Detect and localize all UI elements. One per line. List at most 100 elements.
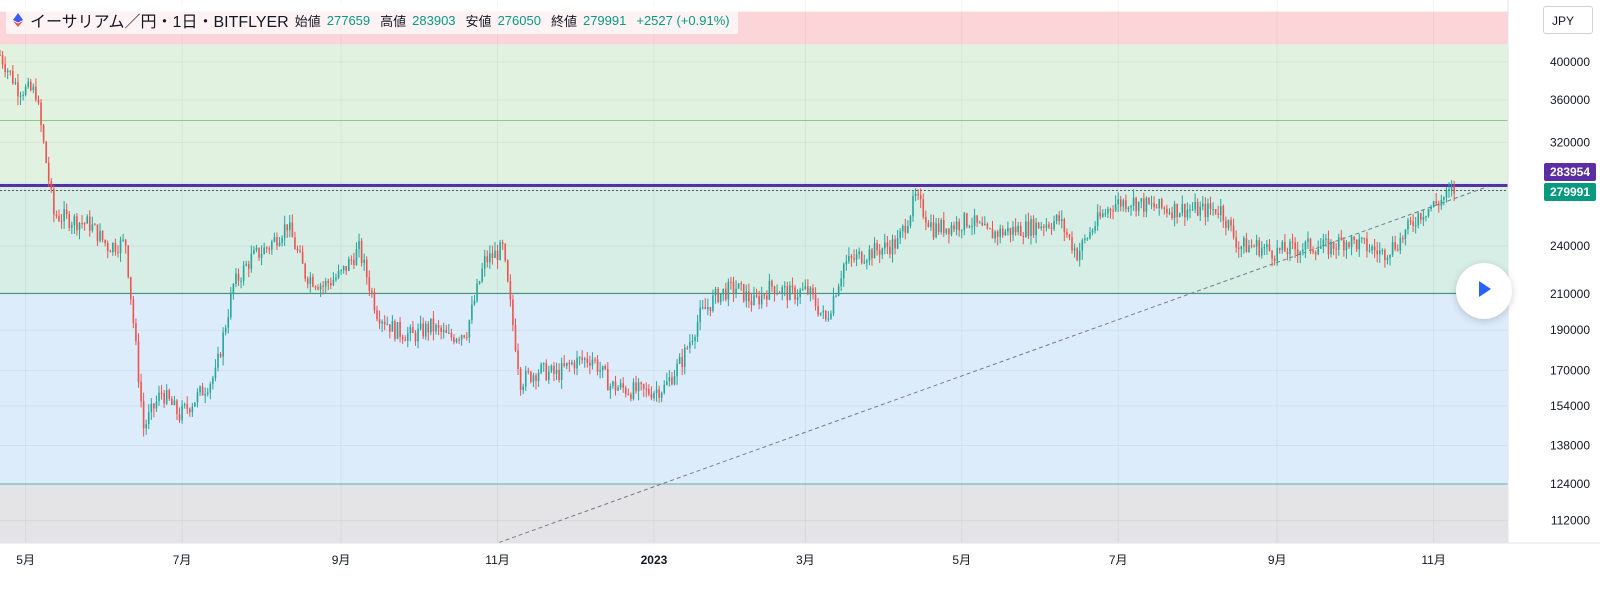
candle-body bbox=[773, 286, 776, 295]
candle-body bbox=[471, 304, 473, 321]
candle-body bbox=[763, 294, 766, 296]
candle-body bbox=[1263, 246, 1266, 249]
candle-body bbox=[276, 236, 278, 246]
candle-body bbox=[376, 310, 378, 320]
symbol-title[interactable]: イーサリアム／円・1日・BITFLYER bbox=[30, 14, 289, 31]
candle-body bbox=[576, 357, 578, 369]
candle-body bbox=[158, 392, 160, 402]
candle-body bbox=[1266, 244, 1268, 247]
low-label: 安値 bbox=[465, 13, 492, 29]
candle-body bbox=[227, 317, 230, 328]
zone-band bbox=[0, 484, 1508, 543]
candle-body bbox=[432, 318, 435, 332]
candle-body bbox=[909, 216, 912, 226]
candle-body bbox=[419, 323, 422, 329]
candle-body bbox=[671, 377, 673, 385]
candle-body bbox=[832, 296, 835, 314]
candle-body bbox=[925, 216, 927, 223]
candle-body bbox=[242, 265, 245, 281]
candle-body bbox=[186, 404, 189, 409]
candle-body bbox=[1101, 213, 1104, 217]
candle-body bbox=[1158, 199, 1161, 209]
candle-body bbox=[153, 403, 155, 409]
candle-body bbox=[294, 237, 296, 250]
price-tick-label: 154000 bbox=[1550, 399, 1590, 413]
change-value: +2527 (+0.91%) bbox=[636, 12, 730, 28]
candle-body bbox=[199, 386, 201, 393]
candle-body bbox=[1001, 228, 1004, 236]
candle-body bbox=[648, 388, 650, 395]
candle-body bbox=[1420, 213, 1422, 220]
candle-body bbox=[1363, 238, 1366, 240]
candle-body bbox=[291, 222, 294, 238]
candle-body bbox=[19, 95, 22, 97]
candle-body bbox=[224, 327, 227, 333]
candle-body bbox=[383, 321, 386, 325]
candle-body bbox=[555, 369, 558, 374]
candle-body bbox=[1140, 198, 1143, 202]
price-tick-label: 320000 bbox=[1550, 135, 1590, 149]
candle-body bbox=[127, 245, 130, 278]
candle-body bbox=[540, 364, 542, 373]
candle-body bbox=[937, 223, 940, 233]
candle-body bbox=[409, 327, 412, 334]
currency-button[interactable]: JPY bbox=[1543, 6, 1593, 34]
time-tick-label: 11月 bbox=[485, 553, 509, 567]
candle-body bbox=[596, 359, 599, 372]
candle-body bbox=[578, 357, 581, 359]
candle-body bbox=[1189, 209, 1191, 211]
candle-body bbox=[1440, 199, 1443, 206]
candle-body bbox=[1409, 220, 1412, 222]
candle-body bbox=[814, 294, 817, 307]
candle-body bbox=[399, 322, 401, 337]
candle-body bbox=[465, 337, 468, 339]
candle-body bbox=[689, 342, 691, 348]
candle-body bbox=[481, 268, 483, 282]
candle-body bbox=[42, 125, 45, 142]
candle-body bbox=[1355, 239, 1358, 250]
candle-body bbox=[825, 310, 827, 320]
candle-body bbox=[1225, 220, 1227, 228]
candle-body bbox=[1217, 213, 1219, 216]
candle-body bbox=[306, 278, 309, 284]
candle-body bbox=[1202, 203, 1204, 207]
play-button[interactable] bbox=[1456, 263, 1512, 319]
candle-body bbox=[335, 277, 337, 280]
candle-body bbox=[989, 228, 991, 230]
candle-body bbox=[683, 347, 686, 368]
candle-body bbox=[514, 325, 517, 351]
candle-body bbox=[1148, 197, 1150, 204]
candle-body bbox=[1032, 218, 1035, 236]
candle-body bbox=[1361, 238, 1363, 240]
candle-body bbox=[32, 86, 35, 91]
candle-body bbox=[886, 242, 889, 247]
time-tick-label: 7月 bbox=[1109, 553, 1128, 567]
candle-body bbox=[312, 276, 314, 287]
candle-body bbox=[1340, 237, 1343, 241]
candle-body bbox=[1145, 197, 1148, 212]
candle-body bbox=[565, 362, 568, 366]
candle-body bbox=[871, 249, 873, 259]
candle-body bbox=[1332, 241, 1335, 249]
candle-body bbox=[1207, 203, 1209, 218]
candle-body bbox=[701, 306, 704, 308]
candle-body bbox=[448, 332, 450, 334]
candle-body bbox=[455, 339, 458, 343]
candle-body bbox=[1299, 251, 1302, 256]
candle-body bbox=[281, 237, 283, 243]
candle-body bbox=[1117, 199, 1119, 205]
candle-body bbox=[1014, 226, 1017, 233]
candle-body bbox=[1345, 242, 1348, 251]
candle-body bbox=[1091, 230, 1094, 233]
candle-body bbox=[753, 295, 755, 305]
candle-body bbox=[783, 286, 786, 288]
candle-body bbox=[1435, 201, 1437, 204]
candle-body bbox=[386, 324, 389, 326]
candle-body bbox=[1135, 197, 1137, 212]
candle-body bbox=[250, 253, 253, 269]
candle-body bbox=[381, 321, 383, 324]
candle-body bbox=[263, 247, 265, 255]
candle-body bbox=[71, 225, 73, 228]
candle-body bbox=[1007, 227, 1009, 232]
